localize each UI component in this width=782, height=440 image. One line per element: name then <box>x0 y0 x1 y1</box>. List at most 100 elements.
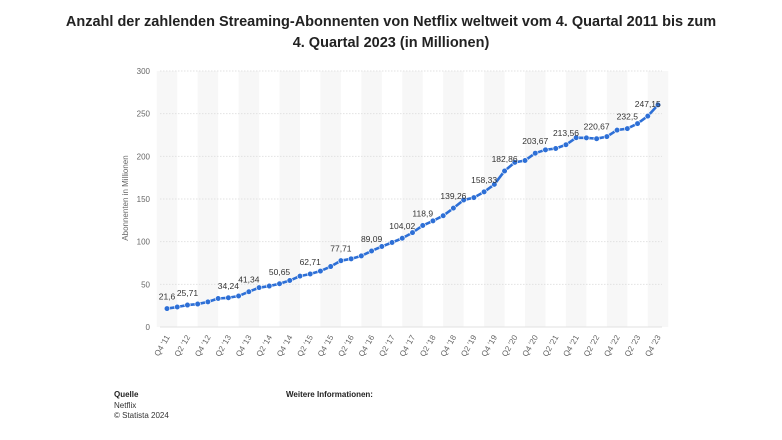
data-point <box>470 194 477 201</box>
x-tick-label: Q4 '12 <box>193 333 213 358</box>
data-point <box>654 101 662 108</box>
data-label: 139,26 <box>440 191 466 201</box>
data-label: 25,71 <box>177 288 199 298</box>
data-label: 213,56 <box>553 128 579 138</box>
x-tick-label: Q2 '12 <box>173 333 193 358</box>
data-label: 21,6 <box>159 292 176 302</box>
x-tick-label: Q4 '16 <box>357 333 377 358</box>
data-label: 220,67 <box>584 122 610 132</box>
y-tick-label: 0 <box>146 323 151 332</box>
data-point <box>307 270 314 278</box>
data-point <box>215 295 222 302</box>
data-point <box>378 243 385 250</box>
x-tick-label: Q2 '20 <box>500 333 520 358</box>
data-point <box>501 167 508 175</box>
x-tick-label: Q4 '17 <box>398 333 418 358</box>
x-tick-label: Q2 '17 <box>377 333 397 358</box>
x-tick-label: Q2 '23 <box>623 333 643 358</box>
data-point <box>532 150 539 157</box>
data-label: 41,34 <box>238 275 260 285</box>
data-point <box>245 288 252 295</box>
x-tick-label: Q4 '23 <box>643 333 663 358</box>
y-tick-label: 300 <box>137 67 151 76</box>
chart-title: Anzahl der zahlenden Streaming-Abonnente… <box>65 14 717 51</box>
data-point <box>388 239 396 246</box>
x-tick-label: Q4 '15 <box>316 333 336 358</box>
x-tick-label: Q4 '21 <box>561 333 581 358</box>
data-point <box>573 134 580 141</box>
data-point <box>327 263 334 270</box>
data-point <box>542 146 549 153</box>
data-point <box>603 133 610 140</box>
data-label: 104,02 <box>389 221 415 231</box>
x-tick-label: Q4 '20 <box>521 333 541 358</box>
data-point <box>184 301 191 309</box>
data-point <box>593 135 600 142</box>
column-band <box>238 71 260 327</box>
column-band <box>565 71 587 327</box>
data-point <box>296 273 304 280</box>
data-label: 118,9 <box>412 209 433 219</box>
data-point <box>409 229 416 236</box>
data-point <box>399 235 406 242</box>
data-label: 89,09 <box>361 234 383 244</box>
x-tick-label: Q2 '13 <box>214 333 234 358</box>
column-band <box>361 71 382 327</box>
data-point <box>429 217 437 224</box>
source-block: Quelle Netflix © Statista 2024 <box>114 390 169 422</box>
gridlines <box>160 70 662 328</box>
x-tick-label: Q2 '21 <box>541 333 561 358</box>
x-tick-label: Q2 '16 <box>336 333 356 358</box>
y-tick-label: 250 <box>137 110 151 119</box>
data-point <box>583 134 590 141</box>
y-tick-label: 200 <box>137 152 151 161</box>
data-point <box>266 282 273 290</box>
data-point <box>255 284 263 291</box>
data-point <box>235 292 242 300</box>
data-point <box>163 305 171 312</box>
x-tick-label: Q2 '14 <box>255 333 275 358</box>
data-points <box>163 101 662 312</box>
data-point <box>491 181 498 188</box>
source-label: Quelle <box>114 390 139 399</box>
x-tick-label: Q4 '11 <box>153 333 172 358</box>
data-point <box>613 126 621 134</box>
column-band <box>443 71 464 327</box>
data-point <box>644 112 651 120</box>
data-label: 182,86 <box>492 154 518 164</box>
data-point <box>225 294 232 301</box>
x-axis-ticks: Q4 '11 Q2 '12 Q4 '12 Q2 '13 Q4 '13 Q2 '14 Q4 '… <box>153 333 663 358</box>
data-label: 77,71 <box>330 244 352 254</box>
data-point <box>460 196 467 204</box>
data-point <box>348 255 355 262</box>
y-tick-label: 100 <box>137 238 151 247</box>
data-point <box>368 247 375 255</box>
y-tick-label: 50 <box>141 280 150 289</box>
source-name: Netflix <box>114 400 137 410</box>
y-tick-label: 150 <box>137 195 151 204</box>
data-point <box>634 120 641 127</box>
copyright: © Statista 2024 <box>114 411 169 420</box>
x-tick-label: Q4 '19 <box>480 333 500 358</box>
data-point <box>481 188 488 195</box>
x-tick-label: Q4 '22 <box>602 333 622 358</box>
data-point <box>337 257 344 264</box>
data-label: 158,33 <box>471 175 497 185</box>
data-point <box>194 300 201 308</box>
y-axis-label: Abonnenten in Millionen <box>121 155 130 240</box>
data-point <box>419 222 426 229</box>
data-point <box>450 205 457 212</box>
data-point <box>624 125 631 132</box>
more-info-label: Weitere Informationen: <box>286 390 373 399</box>
data-point <box>562 141 570 148</box>
x-tick-label: Q2 '22 <box>582 333 602 358</box>
column-band <box>197 71 219 327</box>
data-point <box>174 303 181 311</box>
data-label: 203,67 <box>522 136 548 146</box>
data-point <box>286 277 293 284</box>
data-label: 232,5 <box>617 112 639 122</box>
data-point <box>440 212 447 219</box>
x-tick-label: Q2 '19 <box>459 333 479 358</box>
data-point <box>521 157 529 164</box>
